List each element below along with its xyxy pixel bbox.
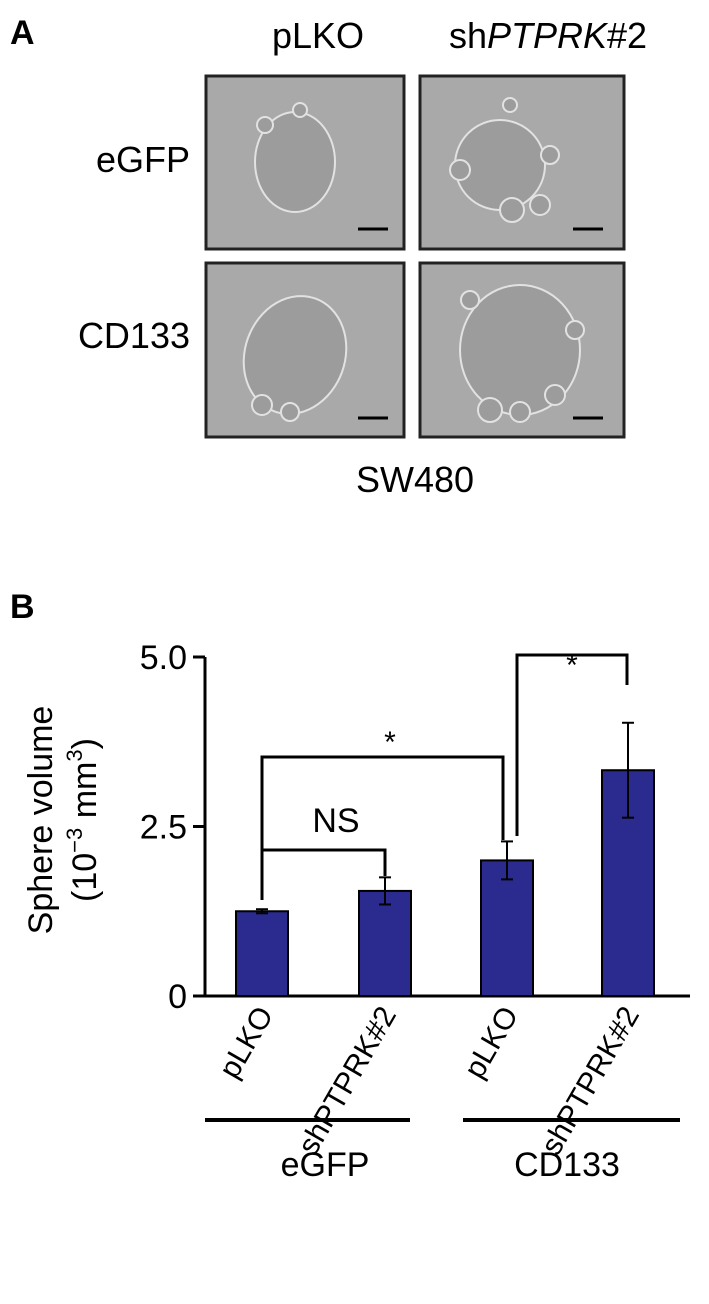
column-header: pLKO [272,15,364,56]
significance-brackets [260,653,629,900]
bracket [515,653,629,836]
row-label: CD133 [78,315,190,356]
y-tick-label: 2.5 [140,809,187,847]
micrograph [204,74,406,251]
x-tick-label: shPTPRK#2 [535,1001,646,1160]
column-header: shPTPRK#2 [449,15,647,56]
y-axis-title-line: (10−3 mm3) [62,738,104,902]
y-axis-title-part: 3 [62,749,87,761]
row-label: eGFP [96,139,190,180]
y-axis-title-line: Sphere volume [22,706,60,935]
y-axis-title-part: ) [66,738,104,749]
column-header-part: #2 [607,15,647,56]
annotation: NS [312,802,359,840]
bar [480,859,534,998]
y-axis-title-part: −3 [62,828,87,853]
y-tick-label: 5.0 [140,639,187,677]
panel-label: A [10,14,35,52]
x-tick-label: pLKO [458,1001,525,1084]
x-tick-label: pLKO [213,1001,280,1084]
y-axis-title-part: (10 [66,853,104,902]
y-axis-title: Sphere volume (10−3 mm3) [22,706,104,935]
micrograph [204,261,406,439]
micrograph [418,261,626,439]
column-header-part: sh [449,15,487,56]
bar [235,910,289,997]
micrograph [418,74,626,251]
group-label: CD133 [514,1146,620,1184]
x-tick-label: shPTPRK#2 [292,1001,403,1160]
annotation: * [384,726,396,759]
panel-label: B [10,588,35,626]
annotation: * [566,649,578,682]
cell-line: SW480 [356,459,474,500]
bracket [260,755,505,895]
bar [358,889,412,997]
y-tick-label: 0 [168,978,187,1016]
y-axis-title-part: mm [66,762,104,828]
group-label: eGFP [281,1146,370,1184]
column-header-part: PTPRK [487,15,609,56]
